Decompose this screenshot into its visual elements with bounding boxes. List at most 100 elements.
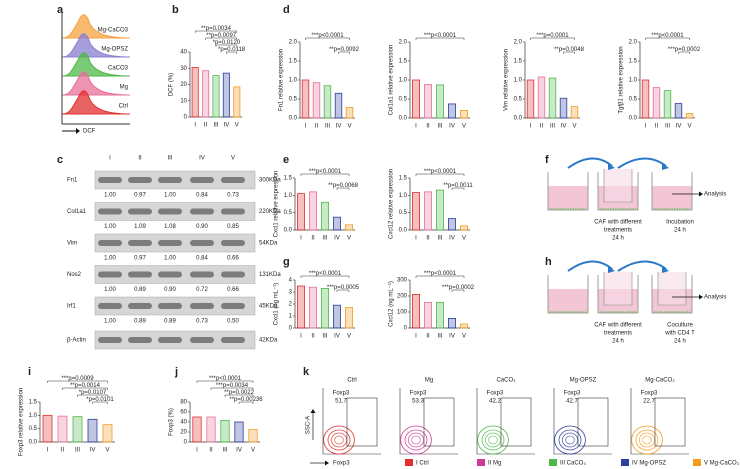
flow-arrow <box>567 260 613 272</box>
significance-bracket <box>47 380 108 383</box>
contour <box>558 429 582 451</box>
bar <box>222 72 230 118</box>
flow-axes <box>399 388 458 455</box>
blot-value: 0.84 <box>196 193 208 199</box>
bar <box>233 86 241 118</box>
blot-band <box>158 303 182 309</box>
bar <box>234 421 244 443</box>
legend-swatch <box>693 459 701 466</box>
y-tick-label: 0.5 <box>284 210 293 216</box>
y-tick-label: 60 <box>180 410 187 416</box>
panel-label: k <box>303 366 310 378</box>
blot-value: 1.08 <box>164 224 176 230</box>
lane-label: V <box>231 156 235 162</box>
blot-band <box>98 240 122 246</box>
contour <box>477 425 509 455</box>
blot-band <box>158 337 182 343</box>
x-tick-label: I <box>645 124 647 130</box>
flow-title: CaCO₃ <box>496 378 516 384</box>
y-tick-label: 1.0 <box>399 193 408 199</box>
gate <box>346 397 378 447</box>
blot-band <box>98 337 122 343</box>
p-value: ***p=0.0002 <box>442 285 475 291</box>
bar <box>334 92 343 119</box>
y-tick-label: 0 <box>289 326 293 332</box>
blot-value: 1.00 <box>104 287 116 293</box>
blot-band <box>221 208 245 215</box>
axis-label: SSC-A <box>306 416 312 434</box>
y-tick-label: 0.0 <box>514 116 523 122</box>
gate-label: Foxp3 <box>564 391 581 397</box>
blot-band <box>158 177 182 183</box>
x-tick-label: I <box>300 236 302 242</box>
blot-band <box>98 271 122 278</box>
gate-label: Foxp3 <box>641 391 658 397</box>
diagram-step: Coculture <box>667 323 693 329</box>
significance-bracket <box>336 187 350 190</box>
blot-value: 1.00 <box>104 224 116 230</box>
p-value: *p=0.0107 <box>79 390 107 396</box>
x-tick-label: II <box>426 334 430 340</box>
x-tick-label: II <box>311 236 315 242</box>
significance-bracket <box>336 289 350 292</box>
p-value: ***p=0.0002 <box>668 47 701 53</box>
contour <box>334 435 344 445</box>
x-tick-label: III <box>437 334 442 340</box>
blot-value: 0.66 <box>227 256 239 262</box>
y-tick-label: 3 <box>289 290 293 296</box>
contour <box>484 432 502 448</box>
bar <box>423 301 432 329</box>
y-axis-label: DCF (%) <box>169 73 175 96</box>
flow-arrow <box>617 260 667 272</box>
x-tick-label: II <box>426 124 430 130</box>
p-value: *p=0.0101 <box>86 397 114 403</box>
diagram-step: Incubation <box>666 220 694 226</box>
bar <box>459 110 468 119</box>
bar <box>447 218 456 231</box>
x-tick-label: IV <box>336 124 342 130</box>
blot-value: 1.00 <box>104 193 116 199</box>
p-value: ***p<0.0001 <box>651 33 684 39</box>
x-tick-label: III <box>322 334 327 340</box>
significance-bracket <box>563 51 575 54</box>
panel-label: j <box>174 366 178 378</box>
diagram-step: treatments <box>604 228 632 234</box>
contour <box>635 429 659 451</box>
blot-band <box>190 208 214 215</box>
x-tick-label: I <box>415 334 417 340</box>
y-axis-label: Cxcl1 (ng mL⁻¹) <box>274 283 280 326</box>
medium <box>548 289 588 313</box>
arrow-head <box>699 191 703 197</box>
bar <box>344 224 353 231</box>
gate-value: 51.7 <box>335 399 347 405</box>
x-tick-label: IV <box>236 448 242 454</box>
significance-bracket <box>215 44 238 47</box>
significance-bracket <box>678 51 690 54</box>
bar <box>663 90 672 119</box>
legend-swatch <box>549 459 557 466</box>
y-tick-label: 30 <box>180 66 187 72</box>
contour <box>407 432 425 448</box>
blot-band <box>128 337 152 343</box>
x-tick-label: III <box>322 236 327 242</box>
x-tick-label: I <box>194 123 196 129</box>
flow-title: Ctrl <box>347 378 356 384</box>
bar <box>102 424 113 443</box>
p-value: ***p<0.0001 <box>209 376 242 382</box>
bar <box>570 106 579 119</box>
diagram-output: Analysis <box>704 295 726 301</box>
histogram-label: Mg <box>120 85 128 91</box>
p-value: ***p<0.0001 <box>424 271 457 277</box>
arrow-head <box>310 409 316 413</box>
blot-value: 0.84 <box>196 256 208 262</box>
p-value: ***p<0.0001 <box>424 169 457 175</box>
x-tick-label: III <box>550 124 555 130</box>
axis-label: DCF <box>83 129 96 135</box>
blot-band <box>221 303 245 309</box>
contour <box>330 432 348 448</box>
y-tick-label: 0.0 <box>284 228 293 234</box>
bar <box>320 287 329 329</box>
x-tick-label: V <box>347 236 351 242</box>
contour <box>638 432 656 448</box>
x-tick-label: III <box>222 448 227 454</box>
